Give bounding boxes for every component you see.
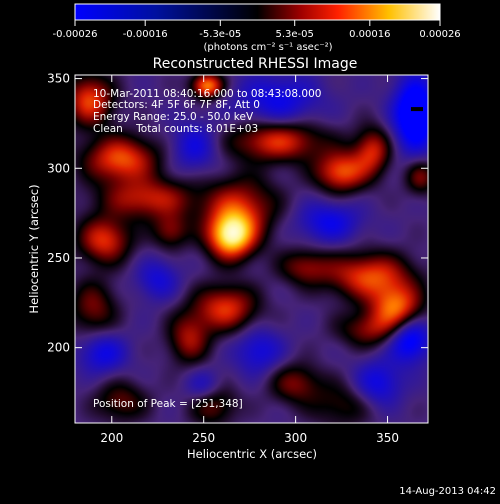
x-axis-ticks: 200 250 300 350 bbox=[100, 75, 399, 445]
annotation-block: 10-Mar-2011 08:40:16.000 to 08:43:08.000… bbox=[93, 88, 321, 135]
colorbar-tick-label: -5.3e-05 bbox=[199, 29, 241, 40]
x-tick-label: 200 bbox=[100, 431, 123, 445]
y-axis-label: Heliocentric Y (arcsec) bbox=[27, 184, 41, 313]
chart-title: Reconstructed RHESSI Image bbox=[153, 56, 358, 72]
annotation-detectors: Detectors: 4F 5F 6F 7F 8F, Att 0 bbox=[93, 99, 260, 111]
plot-area: 200 250 300 350 200 250 300 350 10-Mar-2011 08… bbox=[47, 72, 429, 445]
heatmap-image bbox=[75, 75, 428, 423]
y-tick-label: 350 bbox=[47, 72, 70, 86]
annotation-time-range: 10-Mar-2011 08:40:16.000 to 08:43:08.000 bbox=[93, 88, 321, 100]
colorbar-unit-label: (photons cm⁻² s⁻¹ asec⁻²) bbox=[203, 42, 332, 53]
footer-date: 14-Aug-2013 04:42 bbox=[399, 486, 496, 497]
colorbar-tick-label: 0.00016 bbox=[349, 29, 390, 40]
x-tick-label: 350 bbox=[376, 431, 399, 445]
x-axis-label: Heliocentric X (arcsec) bbox=[187, 447, 317, 461]
y-tick-label: 300 bbox=[47, 161, 70, 175]
y-axis-ticks: 200 250 300 350 bbox=[47, 72, 428, 355]
colorbar-tick-label: -0.00026 bbox=[53, 29, 98, 40]
x-tick-label: 250 bbox=[192, 431, 215, 445]
colorbar: -0.00026 -0.00016 -5.3e-05 5.3e-05 0.00016 0.… bbox=[53, 3, 461, 53]
colorbar-tick-labels: -0.00026 -0.00016 -5.3e-05 5.3e-05 0.00016 0.… bbox=[53, 29, 461, 40]
colorbar-tick-label: 5.3e-05 bbox=[276, 29, 314, 40]
annotation-clean-counts: Clean Total counts: 8.01E+03 bbox=[93, 123, 258, 135]
x-tick-label: 300 bbox=[284, 431, 307, 445]
y-tick-label: 250 bbox=[47, 251, 70, 265]
y-tick-label: 200 bbox=[47, 341, 70, 355]
colorbar-tick-label: 0.00026 bbox=[419, 29, 460, 40]
colorbar-gradient bbox=[74, 3, 441, 21]
colorbar-ticks bbox=[74, 20, 441, 26]
plot-frame bbox=[74, 74, 429, 424]
colorbar-tick-label: -0.00016 bbox=[123, 29, 168, 40]
peak-marker bbox=[410, 107, 423, 112]
annotation-peak-position: Position of Peak = [251,348] bbox=[93, 398, 243, 410]
annotation-energy-range: Energy Range: 25.0 - 50.0 keV bbox=[93, 111, 254, 123]
